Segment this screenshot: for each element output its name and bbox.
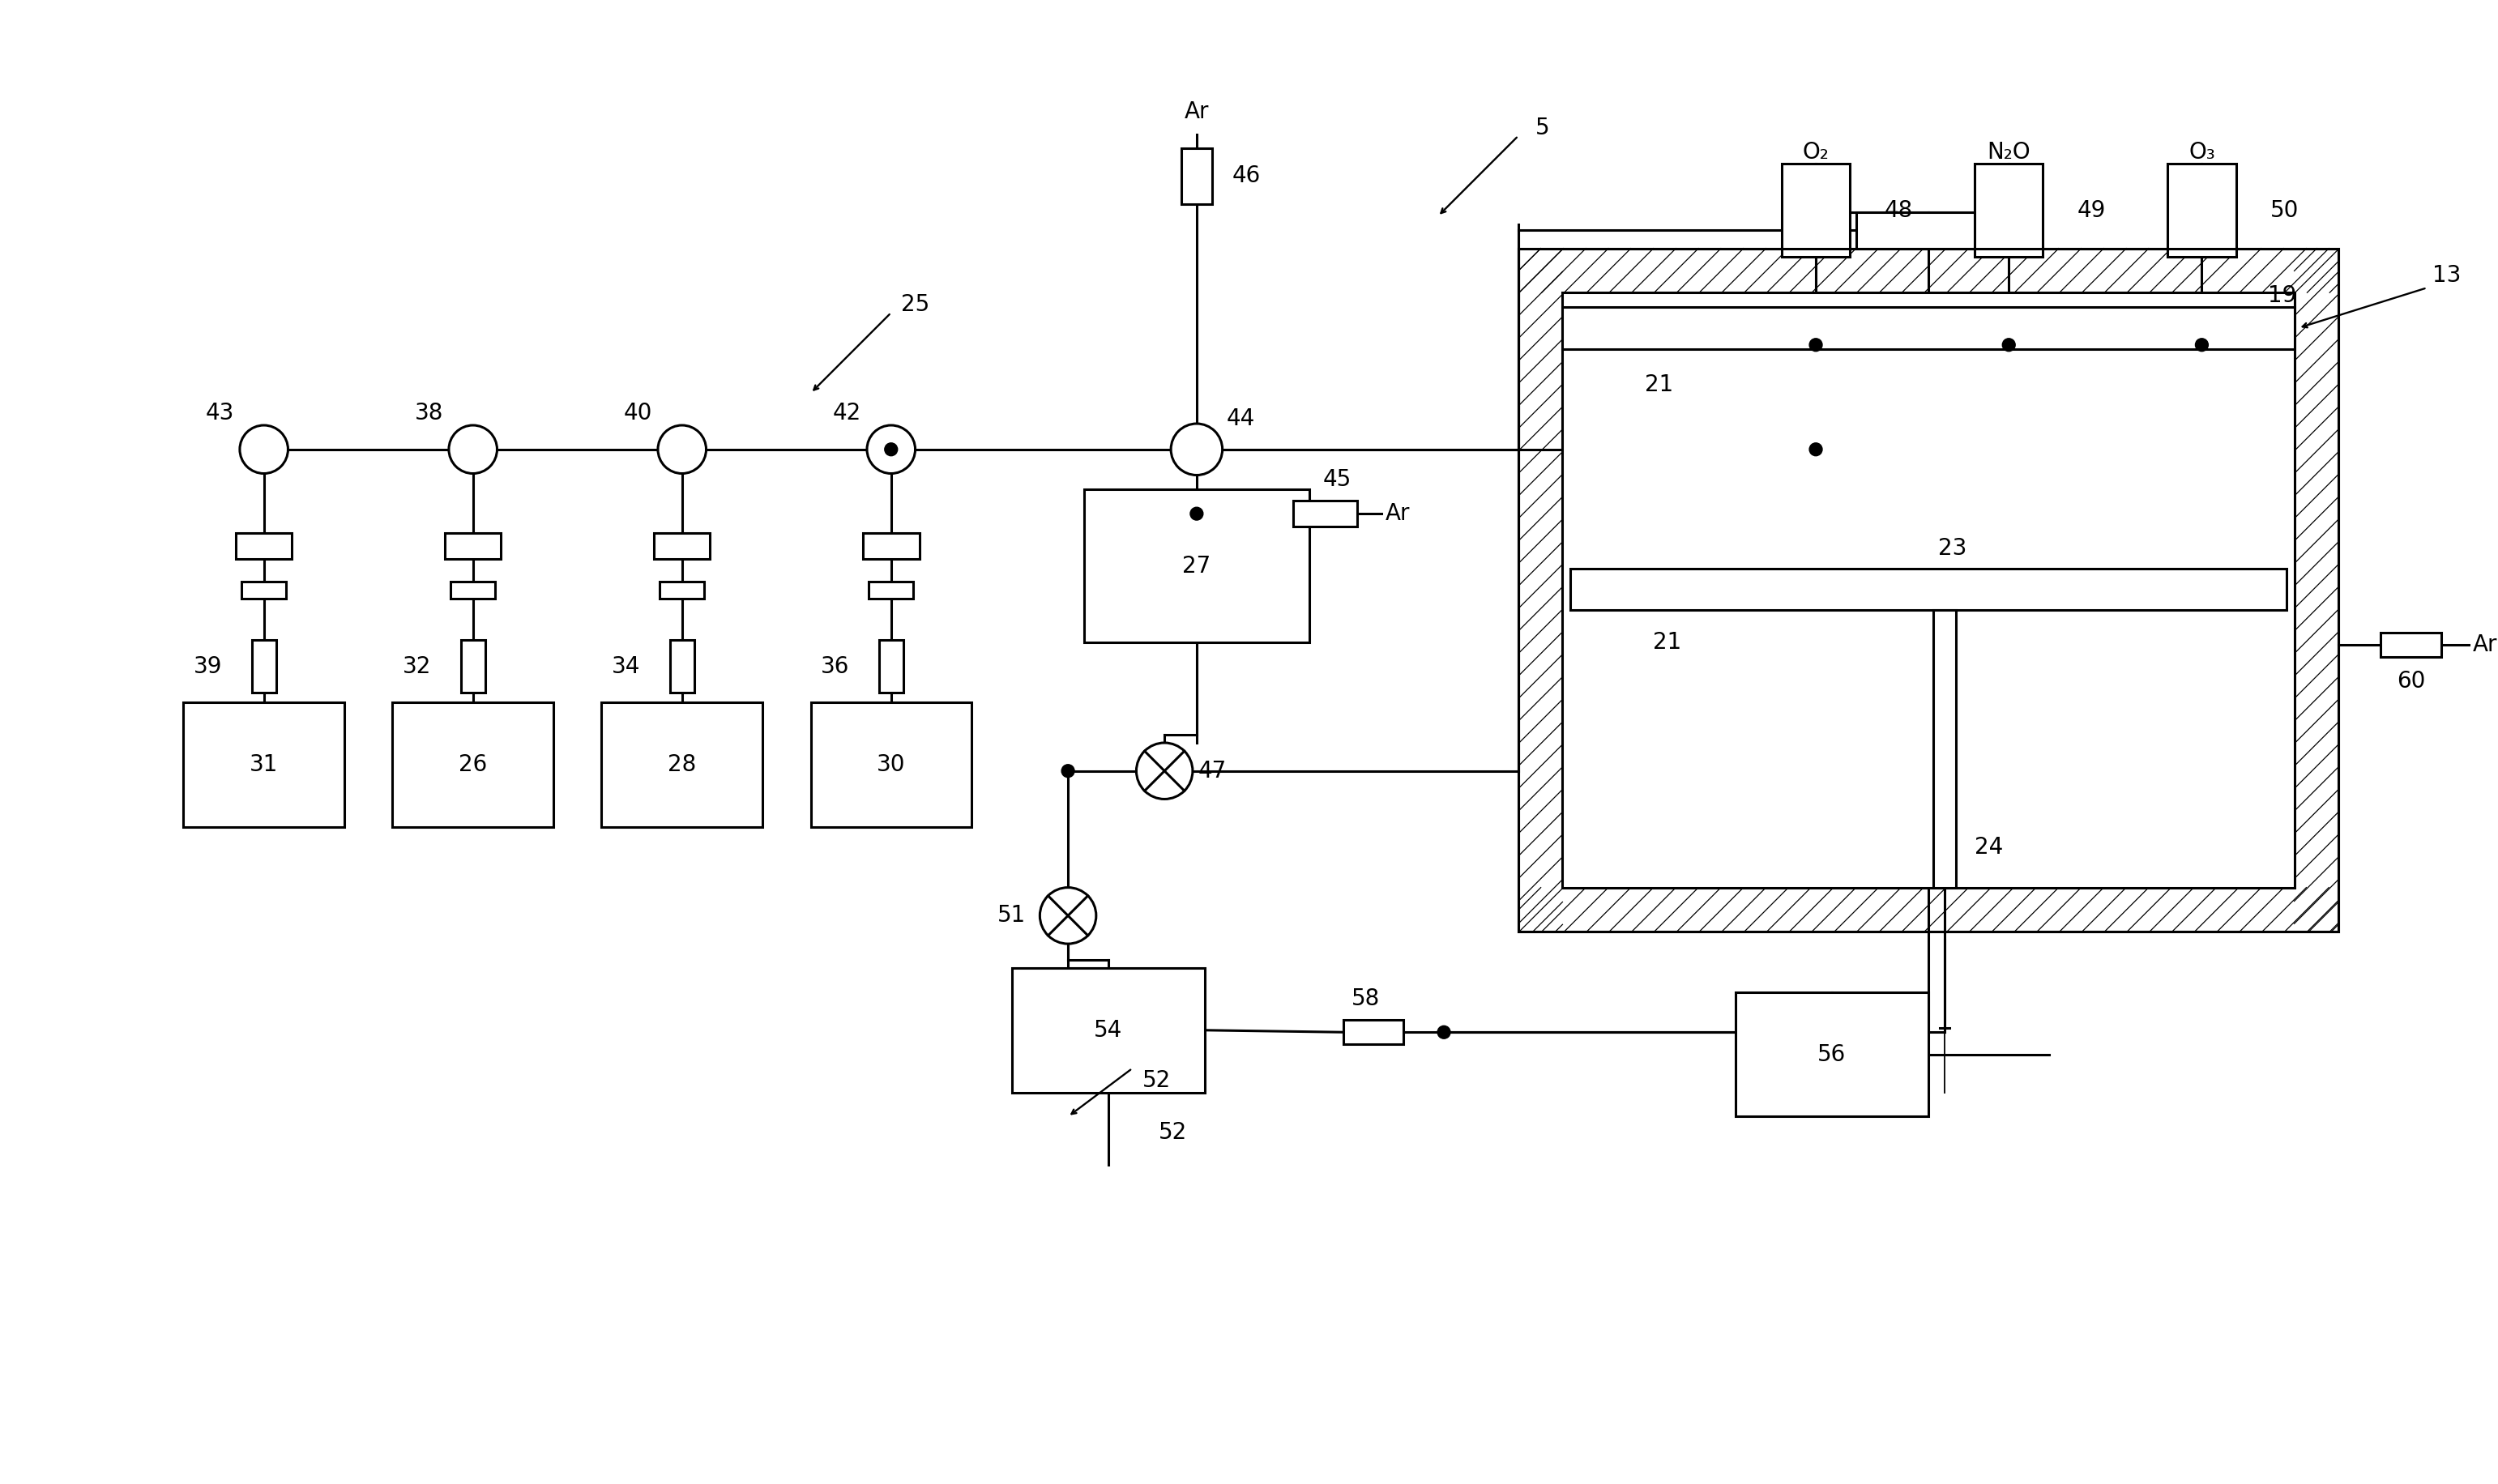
Bar [669,640,694,693]
Circle shape [2196,338,2208,352]
Text: 38: 38 [415,402,442,424]
Text: 43: 43 [205,402,235,424]
Circle shape [1436,1025,1451,1039]
Bar [862,533,919,558]
Bar [462,640,485,693]
Bar [1012,968,1204,1092]
Text: N₂O: N₂O [1986,141,2031,163]
Bar [1084,490,1309,643]
Bar [1736,991,1928,1116]
Circle shape [1137,743,1192,798]
Text: 34: 34 [612,654,639,678]
Text: 54: 54 [1094,1020,1122,1042]
Text: 23: 23 [1938,537,1966,559]
Bar [1294,500,1356,527]
Bar [1519,248,2338,932]
Text: Ar: Ar [1184,101,1209,123]
Text: 21: 21 [1644,374,1674,396]
Text: 21: 21 [1654,631,1681,653]
Text: 60: 60 [2396,669,2426,692]
Text: 45: 45 [1324,469,1351,491]
Text: 30: 30 [877,754,904,776]
Bar [450,582,495,600]
Text: 13: 13 [2433,264,2461,286]
Text: 31: 31 [250,754,277,776]
Bar [869,582,914,600]
Circle shape [884,442,897,456]
Bar [182,702,345,827]
Text: 27: 27 [1182,555,1212,577]
Bar [1973,165,2043,257]
Circle shape [1172,423,1222,475]
Circle shape [2003,338,2016,352]
Text: 47: 47 [1199,760,1227,782]
Bar [654,533,709,558]
Bar [235,533,292,558]
Bar [252,640,275,693]
Text: 42: 42 [832,402,862,424]
Circle shape [867,426,914,473]
Text: Ar: Ar [2473,634,2498,656]
Circle shape [1809,442,1821,456]
Text: 32: 32 [402,654,432,678]
Circle shape [1189,508,1204,519]
Bar [1781,165,1851,257]
Circle shape [657,426,707,473]
Bar [242,582,285,600]
Text: 39: 39 [192,654,222,678]
Bar [602,702,762,827]
Circle shape [1809,338,1821,352]
Text: 56: 56 [1819,1043,1846,1066]
Bar [659,582,704,600]
Text: 40: 40 [624,402,652,424]
Text: 26: 26 [460,754,487,776]
Bar [1564,292,2293,887]
Circle shape [1062,764,1074,778]
Bar [1519,248,2338,932]
Circle shape [450,426,497,473]
Text: 44: 44 [1227,408,1254,430]
Text: 5: 5 [1536,116,1549,139]
Text: 28: 28 [667,754,697,776]
Text: O₂: O₂ [1804,141,1829,163]
Circle shape [240,426,287,473]
Bar [879,640,904,693]
Bar [1564,307,2293,349]
Text: 52: 52 [1142,1068,1172,1092]
Bar [1182,148,1212,205]
Text: 58: 58 [1351,987,1379,1009]
Text: 19: 19 [2268,285,2296,307]
Bar [1344,1020,1404,1045]
Text: Ar: Ar [1386,503,1409,525]
Bar [445,533,502,558]
Text: 46: 46 [1232,165,1261,187]
Bar [2381,632,2441,657]
Text: 24: 24 [1976,835,2003,859]
Bar [812,702,972,827]
Text: 36: 36 [819,654,849,678]
Text: 49: 49 [2076,199,2106,221]
Text: 50: 50 [2271,199,2298,221]
Text: O₃: O₃ [2188,141,2216,163]
Circle shape [1039,887,1097,944]
Bar [2168,165,2236,257]
Bar [1856,212,2001,248]
Bar [1571,568,2286,610]
Bar [392,702,555,827]
Text: 48: 48 [1883,199,1913,221]
Text: 52: 52 [1159,1122,1187,1144]
Text: 51: 51 [997,904,1027,927]
Bar [1933,610,1956,887]
Text: 25: 25 [902,294,929,316]
